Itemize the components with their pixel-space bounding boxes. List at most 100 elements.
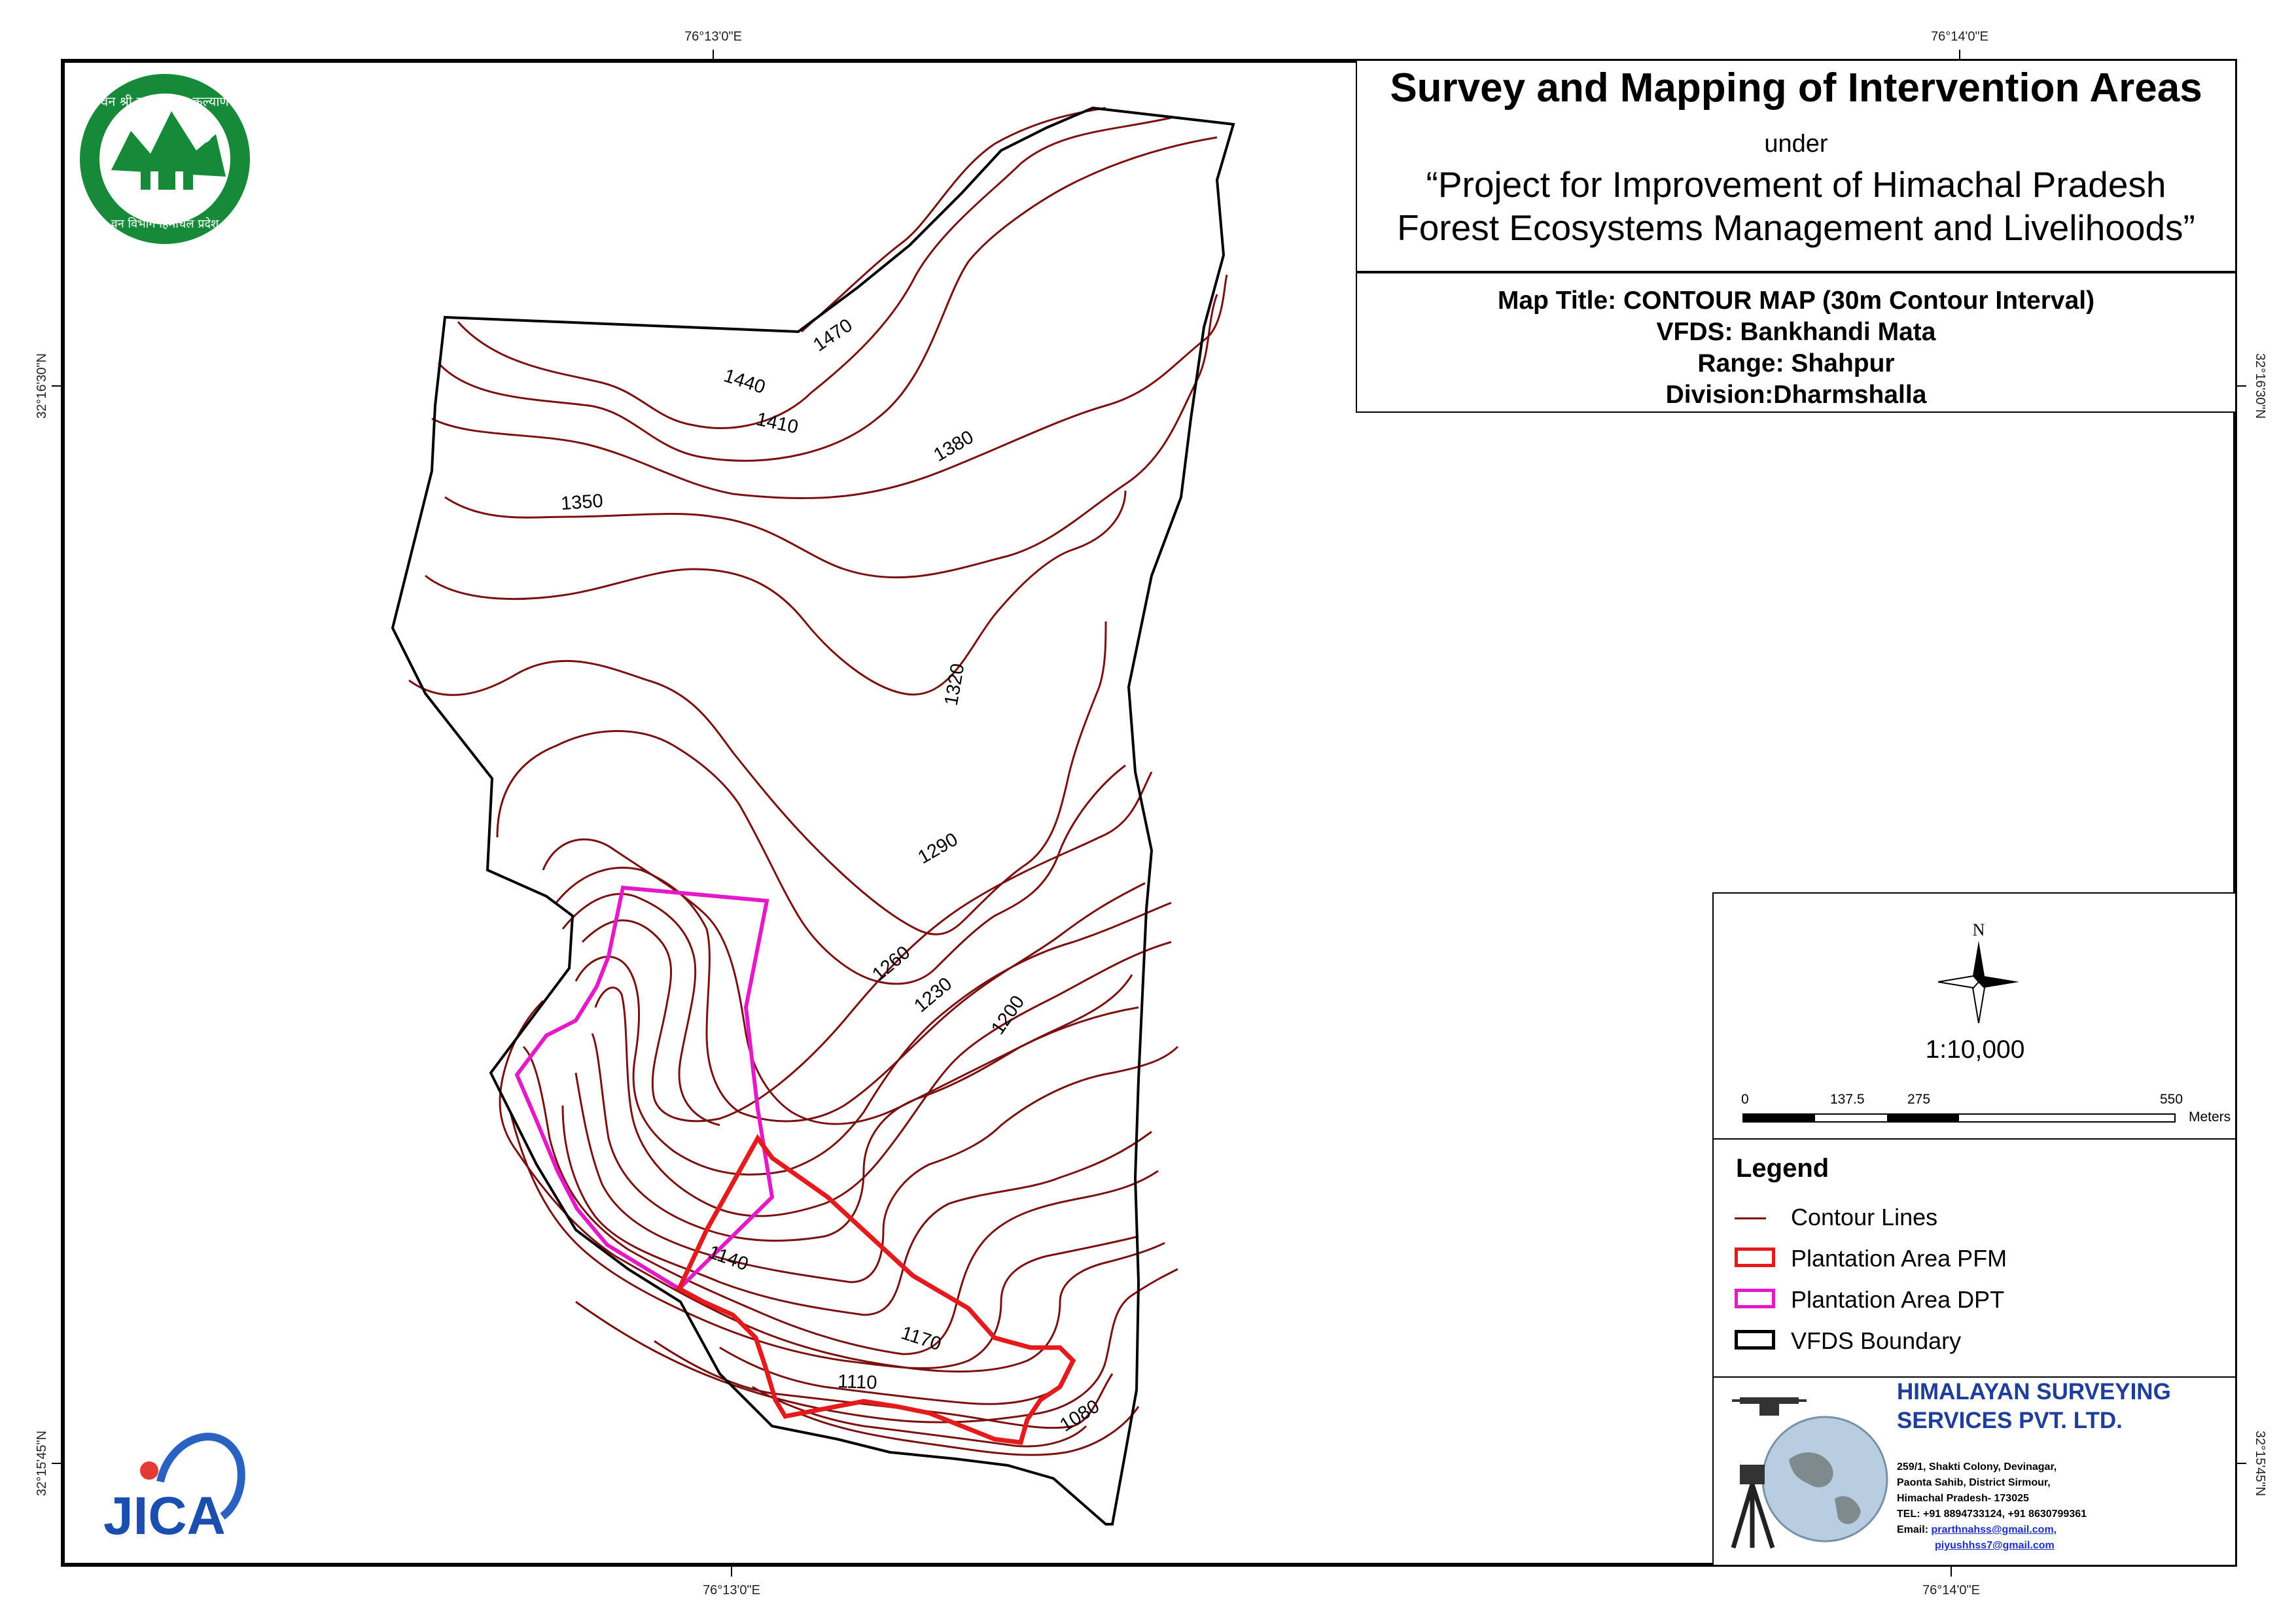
- firm-email-row: Email: prarthnahss@gmail.com,: [1897, 1522, 2087, 1538]
- title-under: under: [1764, 130, 1828, 158]
- legend-label: Plantation Area PFM: [1791, 1245, 2007, 1272]
- firm-email-2[interactable]: piyushhss7@gmail.com: [1935, 1540, 2055, 1551]
- division-line: Division:Dharmshalla: [1665, 381, 1927, 409]
- map-main-title: Survey and Mapping of Intervention Areas: [1390, 65, 2202, 111]
- contour-line: [798, 1406, 1140, 1456]
- contour-line: [561, 1105, 1152, 1316]
- coord-left-upper: 32°16'30"N: [35, 353, 49, 419]
- forest-department-logo: वन श्री त्राण, विश्व कल्याण वन विभाग हिम…: [80, 74, 250, 244]
- coord-bottom-right: 76°14'0"E: [1922, 1583, 1980, 1597]
- contour-line: [801, 107, 1106, 333]
- coord-left-lower: 32°15'45"N: [35, 1431, 49, 1496]
- contour-label: 1440: [721, 365, 768, 398]
- legend-label: Plantation Area DPT: [1791, 1286, 2005, 1313]
- contour-label: 1170: [898, 1323, 944, 1355]
- firm-name: HIMALAYAN SURVEYING SERVICES PVT. LTD.: [1897, 1378, 2171, 1435]
- contour-line: [752, 1386, 1087, 1448]
- contour-label: 1200: [987, 992, 1029, 1038]
- contour-line: [509, 1111, 1139, 1370]
- map-title-line: Map Title: CONTOUR MAP (30m Contour Inte…: [1497, 287, 2095, 315]
- contour-line: [496, 730, 1126, 985]
- firm-address-line3: Himachal Pradesh- 173025: [1897, 1493, 2029, 1504]
- contour-line: [581, 771, 1153, 1123]
- contour-label: 1290: [915, 829, 962, 868]
- scale-tick-0: 0: [1741, 1092, 1749, 1107]
- contour-line: [575, 1268, 1178, 1423]
- contour-line: [437, 136, 1218, 462]
- firm-email-row-2: piyushhss7@gmail.com: [1897, 1538, 2087, 1554]
- contour-label: 1350: [560, 491, 604, 514]
- legend-item-dpt: Plantation Area DPT: [1714, 1283, 2211, 1316]
- legend-title: Legend: [1736, 1154, 1829, 1183]
- contour-line: [522, 1045, 1159, 1355]
- range-line: Range: Shahpur: [1697, 349, 1895, 377]
- coord-bottom-left: 76°13'0"E: [703, 1583, 760, 1597]
- contour-line: [591, 1006, 1139, 1242]
- contour-line: [444, 294, 1218, 579]
- project-title-line2: Forest Ecosystems Management and Livelih…: [1397, 207, 2195, 248]
- contour-line: [431, 274, 1228, 500]
- firm-email-1[interactable]: prarthnahss@gmail.com,: [1931, 1524, 2057, 1535]
- north-label: N: [1973, 920, 1985, 939]
- jica-logo: JICA: [103, 1433, 245, 1546]
- legend-label: VFDS Boundary: [1791, 1327, 1962, 1354]
- contour-line: [654, 1340, 1114, 1429]
- contour-line: [457, 116, 1172, 429]
- legend-item-boundary: VFDS Boundary: [1714, 1325, 2211, 1357]
- firm-name-line1: HIMALAYAN SURVEYING: [1897, 1379, 2171, 1405]
- firm-tel: TEL: +91 8894733124, +91 8630799361: [1897, 1509, 2087, 1520]
- coord-right-lower: 32°15'45"N: [2253, 1431, 2267, 1496]
- legend-swatch-contour: [1735, 1217, 1766, 1219]
- scale-unit: Meters: [2189, 1109, 2231, 1125]
- contour-label: 1140: [705, 1242, 751, 1275]
- legend-divider: [1714, 1138, 2235, 1140]
- legend-swatch-boundary: [1735, 1330, 1775, 1350]
- coord-right-upper: 32°16'30"N: [2253, 353, 2267, 419]
- coord-top-right: 76°14'0"E: [1931, 29, 1988, 44]
- scale-tick-1: 137.5: [1830, 1092, 1865, 1107]
- legend-swatch-pfm: [1735, 1248, 1775, 1267]
- vfds-line: VFDS: Bankhandi Mata: [1656, 318, 1936, 346]
- map-info-panel: Map Title: CONTOUR MAP (30m Contour Inte…: [1356, 272, 2235, 413]
- scale-tick-2: 275: [1907, 1092, 1931, 1107]
- north-arrow-icon: N: [1937, 920, 2019, 1024]
- contour-label: 1110: [838, 1371, 877, 1393]
- plantation-area-pfm: [676, 1134, 1076, 1445]
- title-panel: Survey and Mapping of Intervention Areas…: [1356, 61, 2235, 272]
- scale-bar: [1742, 1113, 2176, 1123]
- contour-line: [719, 1346, 1061, 1405]
- firm-address: 259/1, Shakti Colony, Devinagar, Paonta …: [1897, 1459, 2087, 1554]
- contour-line: [555, 867, 1146, 1123]
- contour-line: [408, 621, 1107, 935]
- contour-line: [594, 941, 1172, 1217]
- legend-swatch-dpt: [1735, 1289, 1775, 1308]
- firm-name-line2: SERVICES PVT. LTD.: [1897, 1408, 2123, 1433]
- plantation-area-dpt: [514, 885, 775, 1291]
- firm-address-line1: 259/1, Shakti Colony, Devinagar,: [1897, 1461, 2057, 1473]
- contour-label: 1260: [868, 942, 914, 985]
- map-frame: [61, 59, 2237, 1567]
- project-title-line1: “Project for Improvement of Himachal Pra…: [1426, 164, 2166, 205]
- scale-tick-3: 550: [2160, 1092, 2183, 1107]
- scale-ratio: 1:10,000: [1925, 1036, 2025, 1064]
- legend-item-contour: Contour Lines: [1714, 1201, 2211, 1234]
- contour-lines: [408, 107, 1228, 1456]
- side-panel: N 1:10,000 0 137.5 275 550 Meters Legend…: [1712, 892, 2235, 1565]
- contour-line: [561, 893, 720, 1126]
- contour-line: [425, 490, 1127, 696]
- vfds-boundary: [391, 106, 1235, 1526]
- jica-logo-text: JICA: [103, 1486, 226, 1546]
- forest-logo-text-bottom: वन विभाग हिमाचल प्रदेश: [111, 217, 219, 231]
- coord-top-left: 76°13'0"E: [684, 29, 742, 44]
- contour-line: [499, 1000, 1165, 1373]
- contour-label: 1470: [809, 315, 856, 356]
- firm-address-line2: Paonta Sahib, District Sirmour,: [1897, 1477, 2051, 1488]
- forest-logo-text-top: वन श्री त्राण, विश्व कल्याण: [101, 94, 229, 109]
- project-title: “Project for Improvement of Himachal Pra…: [1357, 163, 2235, 249]
- firm-email-label: Email:: [1897, 1524, 1932, 1535]
- survey-equipment-logo: [1731, 1397, 1888, 1549]
- legend-item-pfm: Plantation Area PFM: [1714, 1242, 2211, 1275]
- contour-label: 1410: [754, 409, 800, 438]
- graticule-ticks: [52, 50, 2246, 1577]
